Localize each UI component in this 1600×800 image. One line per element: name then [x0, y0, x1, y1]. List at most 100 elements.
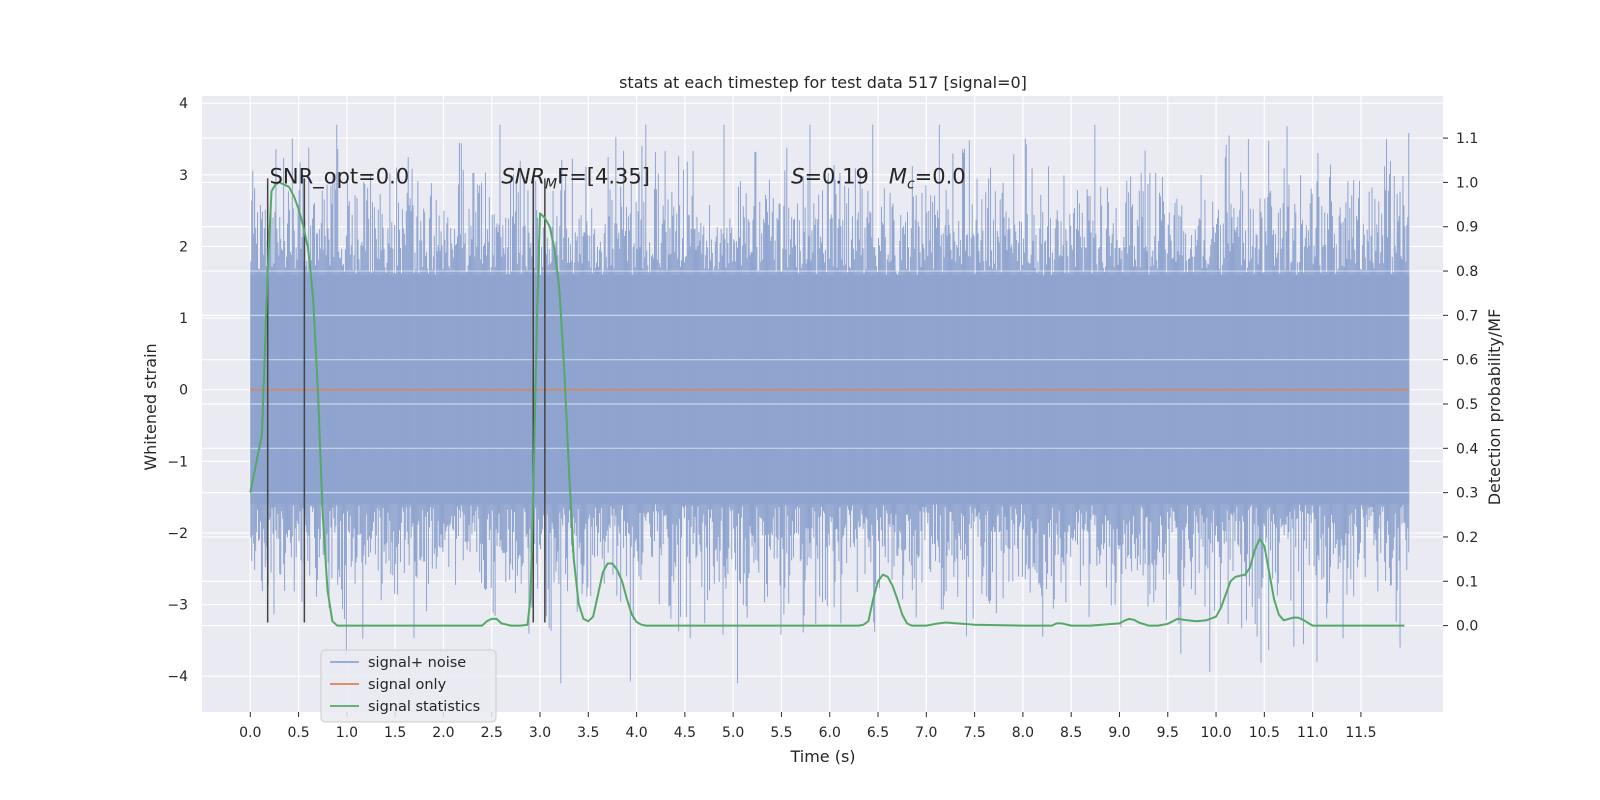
noise-bar	[498, 224, 500, 514]
x-tick-label: 2.5	[481, 725, 503, 741]
noise-bar	[1179, 254, 1181, 607]
noise-bar	[609, 189, 611, 528]
signal-statistics-line	[249, 181, 1405, 627]
noise-bar	[397, 265, 399, 595]
noise-bar	[902, 227, 904, 600]
noise-bar	[413, 273, 415, 639]
noise-bar	[1025, 144, 1027, 565]
x-tick-label: 8.0	[1012, 725, 1034, 741]
noise-bar	[292, 208, 294, 506]
noise-bar	[602, 270, 604, 540]
noise-bar	[1175, 261, 1177, 529]
noise-bar	[411, 168, 413, 527]
noise-bar	[545, 254, 547, 617]
noise-bar	[731, 227, 733, 560]
noise-bar	[568, 237, 570, 523]
noise-bar	[846, 203, 848, 564]
noise-bar	[272, 217, 274, 534]
noise-bar	[514, 211, 516, 594]
noise-bar	[467, 265, 469, 542]
noise-bar	[338, 251, 340, 570]
noise-bar	[782, 248, 784, 550]
noise-bar	[1308, 245, 1310, 566]
noise-bar	[940, 234, 942, 610]
annotation-mc-subscript: c	[907, 176, 915, 192]
noise-bar	[739, 181, 741, 584]
noise-bar	[1186, 260, 1188, 524]
noise-bar	[257, 212, 259, 510]
noise-bar	[903, 226, 905, 576]
noise-bar	[660, 243, 662, 556]
noise-bar	[1283, 168, 1285, 536]
noise-bar	[1064, 273, 1066, 533]
noise-bar	[565, 174, 567, 574]
y-right-axis-ticks: 0.0 0.1 0.2 0.3 0.4 0.5 0.6 0.7 0.8 0.9 1.0 1.1	[1443, 131, 1478, 635]
noise-bar	[1083, 237, 1085, 531]
noise-bar	[787, 267, 789, 516]
noise-bar	[1177, 251, 1179, 581]
annotation-snr-mf-value: F=[4.35]	[557, 164, 650, 188]
noise-bar	[345, 235, 347, 656]
noise-bar	[745, 193, 747, 607]
noise-bar	[325, 255, 327, 565]
noise-bar	[295, 247, 297, 558]
noise-bar	[1063, 175, 1065, 566]
noise-bar	[1302, 272, 1304, 645]
noise-bar	[443, 210, 445, 524]
noise-bar	[992, 219, 994, 527]
noise-bar	[1265, 231, 1267, 543]
noise-bar	[1399, 191, 1401, 648]
noise-bar	[1160, 196, 1162, 517]
noise-bar	[1202, 256, 1204, 547]
noise-bar	[1328, 229, 1330, 528]
noise-bar	[1157, 268, 1159, 550]
noise-bar	[836, 267, 838, 529]
noise-bar	[456, 236, 458, 507]
noise-bar	[591, 208, 593, 527]
noise-bar	[720, 228, 722, 521]
noise-bar	[737, 186, 739, 514]
x-tick-label: 10.0	[1200, 725, 1231, 741]
y-right-axis-label: Detection probability/MF	[1485, 309, 1504, 506]
noise-bar	[348, 201, 350, 534]
noise-bar	[490, 267, 492, 588]
noise-bar	[1391, 256, 1393, 558]
noise-bar	[753, 206, 755, 563]
noise-bar	[1371, 187, 1373, 508]
noise-bar	[905, 221, 907, 550]
noise-bar	[706, 240, 708, 548]
noise-bar	[395, 273, 397, 564]
noise-bar	[1005, 211, 1007, 546]
noise-bar	[1268, 140, 1270, 651]
noise-bar	[1197, 225, 1199, 533]
noise-bar	[447, 217, 449, 526]
noise-bar	[1258, 249, 1260, 599]
annotation-s-value: =0.19	[804, 164, 888, 188]
noise-bar	[1189, 248, 1191, 562]
noise-bar	[486, 229, 488, 520]
noise-bar	[1155, 172, 1157, 591]
noise-bar	[870, 212, 872, 563]
noise-bar	[1066, 240, 1068, 554]
noise-bar	[780, 271, 782, 635]
noise-bar	[999, 199, 1001, 532]
noise-bar	[362, 246, 364, 639]
noise-bar	[958, 221, 960, 534]
noise-bar	[960, 239, 962, 550]
noise-bar	[1038, 271, 1040, 585]
noise-bar	[1135, 266, 1137, 539]
x-tick-label: 7.0	[915, 725, 937, 741]
noise-bar	[762, 259, 764, 536]
noise-bar	[957, 247, 959, 597]
noise-bar	[718, 262, 720, 582]
noise-bar	[359, 269, 361, 535]
noise-bar	[1334, 273, 1336, 548]
noise-bar	[574, 232, 576, 523]
noise-bar	[1340, 223, 1342, 540]
noise-bar	[1300, 175, 1302, 511]
noise-bar	[1316, 181, 1318, 662]
noise-bar	[433, 236, 435, 555]
noise-bar	[687, 214, 689, 521]
noise-bar	[446, 223, 448, 528]
noise-bar	[391, 221, 393, 542]
